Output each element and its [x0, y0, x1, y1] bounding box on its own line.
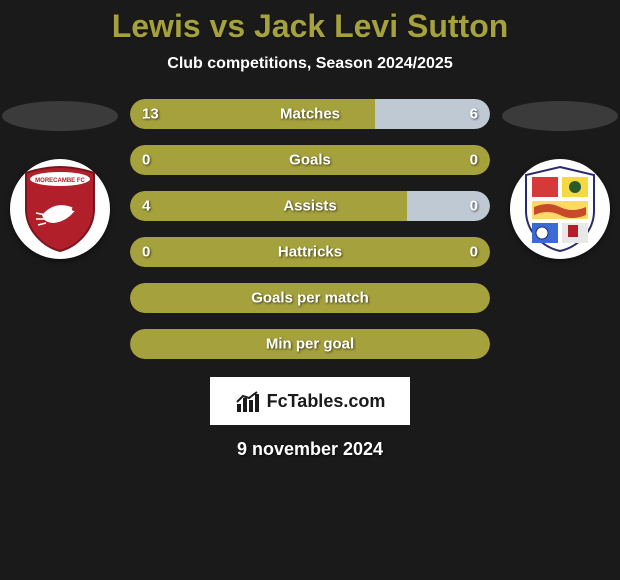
stat-label: Matches: [280, 106, 340, 123]
stat-bar-left: [130, 191, 407, 221]
stat-value-right: 0: [470, 152, 478, 169]
stat-value-left: 0: [142, 244, 150, 261]
right-player-side: [500, 99, 620, 259]
stat-value-right: 0: [470, 198, 478, 215]
right-club-crest: [510, 159, 610, 259]
brand-chart-icon: [235, 388, 261, 414]
stat-label: Hattricks: [278, 244, 342, 261]
right-player-shadow: [502, 101, 618, 131]
stat-value-right: 0: [470, 244, 478, 261]
stat-label: Min per goal: [266, 336, 354, 353]
brand-logo: FcTables.com: [210, 377, 410, 425]
brand-text: FcTables.com: [267, 391, 386, 412]
left-player-side: MORECAMBE FC: [0, 99, 120, 259]
stat-label: Goals per match: [251, 290, 369, 307]
stat-row: Min per goal: [130, 329, 490, 359]
stat-value-left: 0: [142, 152, 150, 169]
left-club-crest: MORECAMBE FC: [10, 159, 110, 259]
stats-container: 13 6 Matches 0 0 Goals 4 0 Assists 0 0 Hattricks Goa…: [130, 99, 490, 359]
stat-row: 4 0 Assists: [130, 191, 490, 221]
page-title: Lewis vs Jack Levi Sutton: [0, 0, 620, 45]
comparison-content: MORECAMBE FC 136Matches00Goal: [0, 99, 620, 359]
date-text: 9 november 2024: [0, 439, 620, 460]
stat-row: 0 0 Goals: [130, 145, 490, 175]
stat-row: Goals per match: [130, 283, 490, 313]
stat-value-right: 6: [470, 106, 478, 123]
stat-label: Assists: [283, 198, 336, 215]
subtitle: Club competitions, Season 2024/2025: [0, 55, 620, 73]
stat-row: 0 0 Hattricks: [130, 237, 490, 267]
stat-label: Goals: [289, 152, 331, 169]
stat-row: 13 6 Matches: [130, 99, 490, 129]
stat-value-left: 4: [142, 198, 150, 215]
svg-text:MORECAMBE FC: MORECAMBE FC: [35, 178, 85, 184]
stat-value-left: 13: [142, 106, 159, 123]
left-player-shadow: [2, 101, 118, 131]
